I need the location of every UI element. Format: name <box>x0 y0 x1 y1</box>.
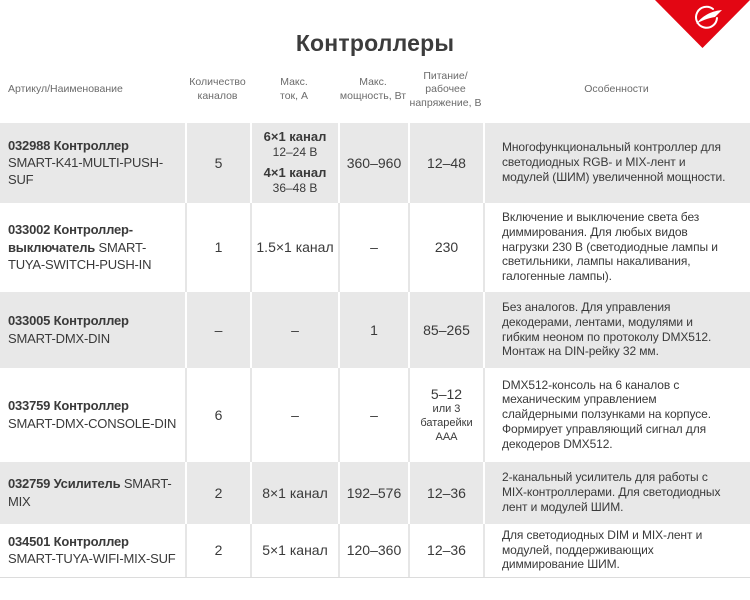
max-current-cell: 8×1 канал <box>250 461 338 524</box>
article-model: SMART-MIX <box>8 476 172 509</box>
table-row: 034501 Контроллер SMART-TUYA-WIFI-MIX-SU… <box>0 523 750 577</box>
voltage-cell: 12–48 <box>408 122 483 203</box>
table-row: 033002 Контроллер-выключатель SMART-TUYA… <box>0 202 750 292</box>
article-code: 032759 Усилитель <box>8 476 121 492</box>
article-model: SMART-DMX-DIN <box>8 330 110 346</box>
voltage-cell: 5–12 или 3 батарейки AAA <box>408 367 483 462</box>
current-option-voltage: 36–48 В <box>272 181 318 196</box>
current-option-voltage: 12–24 В <box>272 145 318 160</box>
max-power-cell: 1 <box>338 291 408 368</box>
controllers-table: Артикул/Наименование Количество каналов … <box>0 58 750 578</box>
article-code: 032988 Контроллер <box>8 137 129 153</box>
max-power-cell: 360–960 <box>338 122 408 203</box>
voltage-cell: 230 <box>408 202 483 292</box>
features-cell: DMX512-консоль на 6 каналов с механическ… <box>483 367 750 462</box>
features-cell: Для светодиодных DIM и MIX-лент и модуле… <box>483 523 750 577</box>
max-current-cell: 5×1 канал <box>250 523 338 577</box>
channels-cell: 1 <box>185 202 250 292</box>
article-code: 034501 Контроллер <box>8 533 129 549</box>
header-max-current: Макс. ток, А <box>280 76 308 103</box>
header-voltage: Питание/ рабочее напряжение, В <box>409 69 482 109</box>
max-power-cell: – <box>338 367 408 462</box>
max-power-cell: 192–576 <box>338 461 408 524</box>
current-option: 4×1 канал <box>263 165 327 181</box>
header-features: Особенности <box>584 83 649 96</box>
article-model: SMART-TUYA-SWITCH-PUSH-IN <box>8 239 152 272</box>
article-model: SMART-TUYA-WIFI-MIX-SUF <box>8 551 176 567</box>
article-cell: 033005 Контроллер SMART-DMX-DIN <box>0 292 185 368</box>
voltage-main: 5–12 <box>430 385 463 402</box>
page-title: Контроллеры <box>295 30 455 56</box>
brand-logo-triangle <box>655 0 750 48</box>
channels-cell: 2 <box>185 523 250 577</box>
table-row: 033005 Контроллер SMART-DMX-DIN – – 1 85… <box>0 291 750 368</box>
table-row: 033759 Контроллер SMART-DMX-CONSOLE-DIN … <box>0 367 750 462</box>
table-header-row: Артикул/Наименование Количество каналов … <box>0 58 750 123</box>
channels-cell: – <box>185 291 250 368</box>
voltage-cell: 12–36 <box>408 523 483 577</box>
article-cell: 032759 Усилитель SMART-MIX <box>0 462 185 524</box>
max-current-cell: 1.5×1 канал <box>250 202 338 292</box>
article-cell: 032988 Контроллер SMART-K41-MULTI-PUSH-S… <box>0 123 185 203</box>
header-article: Артикул/Наименование <box>8 83 123 96</box>
max-current-cell: – <box>250 291 338 368</box>
max-current-cell: 6×1 канал 12–24 В 4×1 канал 36–48 В <box>250 122 338 203</box>
article-cell: 033002 Контроллер-выключатель SMART-TUYA… <box>0 203 185 292</box>
channels-cell: 5 <box>185 122 250 203</box>
max-power-cell: – <box>338 202 408 292</box>
max-power-cell: 120–360 <box>338 523 408 577</box>
header-channels: Количество каналов <box>189 76 246 103</box>
voltage-cell: 85–265 <box>408 291 483 368</box>
features-cell: Многофункциональный контроллер для свето… <box>483 122 750 203</box>
header-max-power: Макс. мощность, Вт <box>339 76 407 103</box>
table-row: 032759 Усилитель SMART-MIX 2 8×1 канал 1… <box>0 461 750 524</box>
article-code: 033002 Контроллер-выключатель <box>8 222 133 255</box>
features-cell: Включение и выключение света без диммиро… <box>483 202 750 292</box>
article-model: SMART-K41-MULTI-PUSH-SUF <box>8 155 163 188</box>
features-cell: 2-канальный усилитель для работы с MIX-к… <box>483 461 750 524</box>
features-cell: Без аналогов. Для управления декодерами,… <box>483 291 750 368</box>
table-row: 032988 Контроллер SMART-K41-MULTI-PUSH-S… <box>0 122 750 203</box>
max-current-cell: – <box>250 367 338 462</box>
voltage-sub: или 3 батарейки AAA <box>420 403 473 443</box>
brand-logo <box>655 0 750 50</box>
article-code: 033005 Контроллер <box>8 313 129 329</box>
article-code: 033759 Контроллер <box>8 398 129 414</box>
article-cell: 034501 Контроллер SMART-TUYA-WIFI-MIX-SU… <box>0 524 185 577</box>
current-option: 6×1 канал <box>263 128 327 144</box>
voltage-cell: 12–36 <box>408 461 483 524</box>
channels-cell: 2 <box>185 461 250 524</box>
article-model: SMART-DMX-CONSOLE-DIN <box>8 415 177 431</box>
brand-swoosh-icon <box>695 5 722 29</box>
article-cell: 033759 Контроллер SMART-DMX-CONSOLE-DIN <box>0 368 185 462</box>
channels-cell: 6 <box>185 367 250 462</box>
